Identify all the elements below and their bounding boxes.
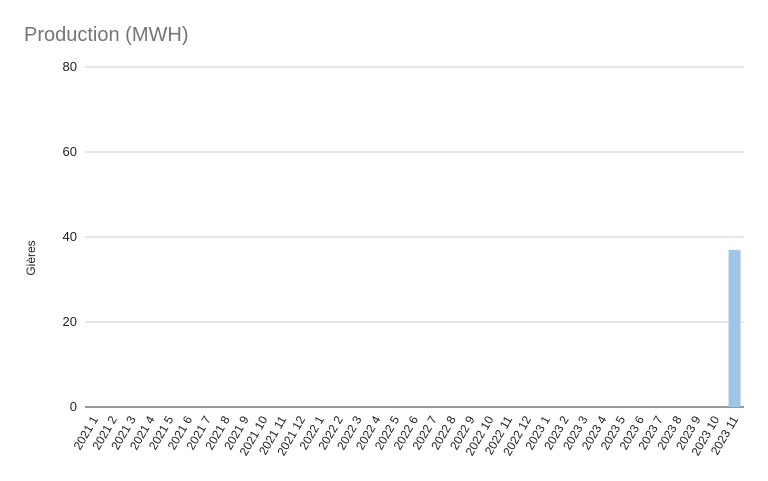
y-axis-label: Gières xyxy=(24,240,38,275)
y-tick-label: 40 xyxy=(63,229,77,244)
y-tick-label: 60 xyxy=(63,144,77,159)
bar xyxy=(728,249,741,407)
y-tick-label: 80 xyxy=(63,59,77,74)
chart-title: Production (MWH) xyxy=(24,24,188,46)
y-tick-label: 20 xyxy=(63,314,77,329)
y-tick-label: 0 xyxy=(70,399,77,414)
